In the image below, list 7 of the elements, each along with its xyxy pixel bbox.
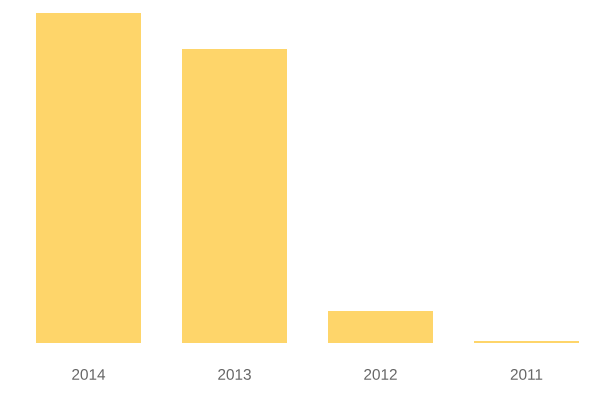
x-tick-label: 2014 <box>72 369 106 380</box>
x-tick-label: 2012 <box>364 369 397 380</box>
bar <box>328 310 433 343</box>
bar <box>36 12 141 343</box>
x-tick-label: 2013 <box>218 369 251 380</box>
x-tick-label: 2011 <box>510 369 542 380</box>
bar <box>182 48 287 343</box>
